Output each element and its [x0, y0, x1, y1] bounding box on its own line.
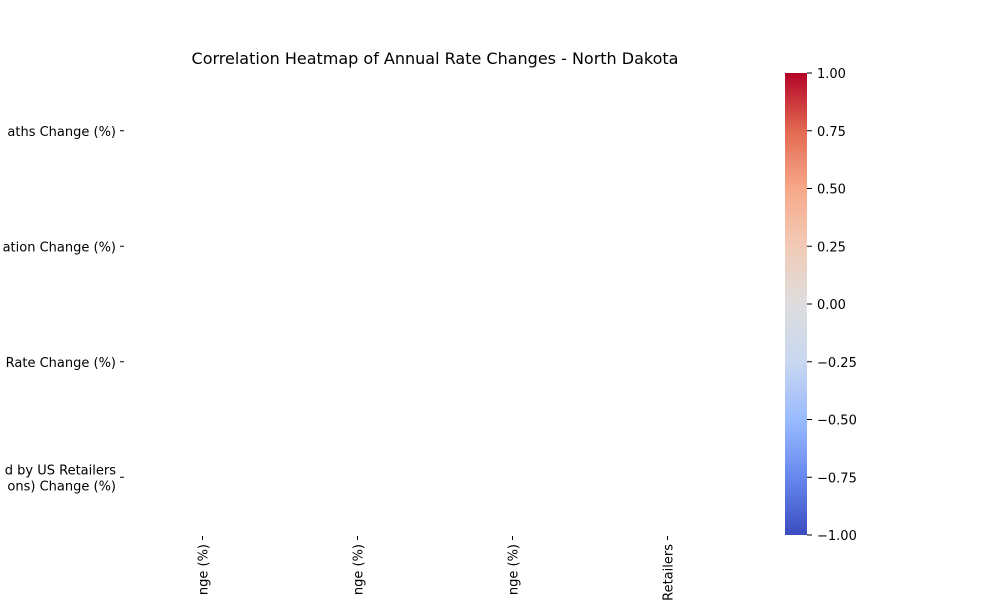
row-label: Rate Change (%): [6, 356, 116, 371]
colorbar: 1.00 0.75 0.50 0.25 0.00 −0.25 −0.50 −0.75 −1.00: [785, 67, 857, 544]
row-label: ons) Change (%): [7, 479, 116, 494]
column-label: nge (%): [197, 544, 212, 595]
row-labels: aths Change (%) ation Change (%) Rate Chan…: [3, 125, 124, 494]
colorbar-tick-label: 1.00: [817, 67, 846, 82]
column-labels: nge (%) nge (%) nge (%) Retailers: [197, 536, 677, 600]
chart-title: Correlation Heatmap of Annual Rate Chang…: [192, 49, 679, 68]
colorbar-tick-label: 0.25: [817, 240, 846, 255]
row-label: ation Change (%): [3, 240, 116, 255]
row-label: aths Change (%): [7, 125, 116, 140]
row-label: d by US Retailers: [5, 463, 116, 478]
colorbar-tick-label: 0.50: [817, 183, 846, 198]
colorbar-gradient: [785, 73, 807, 535]
colorbar-tick-label: −0.25: [817, 356, 857, 371]
column-label: nge (%): [352, 544, 367, 595]
column-label: nge (%): [507, 544, 522, 595]
colorbar-tick-label: −0.75: [817, 471, 857, 486]
colorbar-tick-label: 0.00: [817, 298, 846, 313]
colorbar-tick-label: 0.75: [817, 125, 846, 140]
colorbar-tick-label: −0.50: [817, 414, 857, 429]
colorbar-tick-label: −1.00: [817, 529, 857, 544]
colorbar-ticks: 1.00 0.75 0.50 0.25 0.00 −0.25 −0.50 −0.75 −1.00: [807, 67, 857, 544]
column-label: Retailers: [662, 544, 677, 600]
